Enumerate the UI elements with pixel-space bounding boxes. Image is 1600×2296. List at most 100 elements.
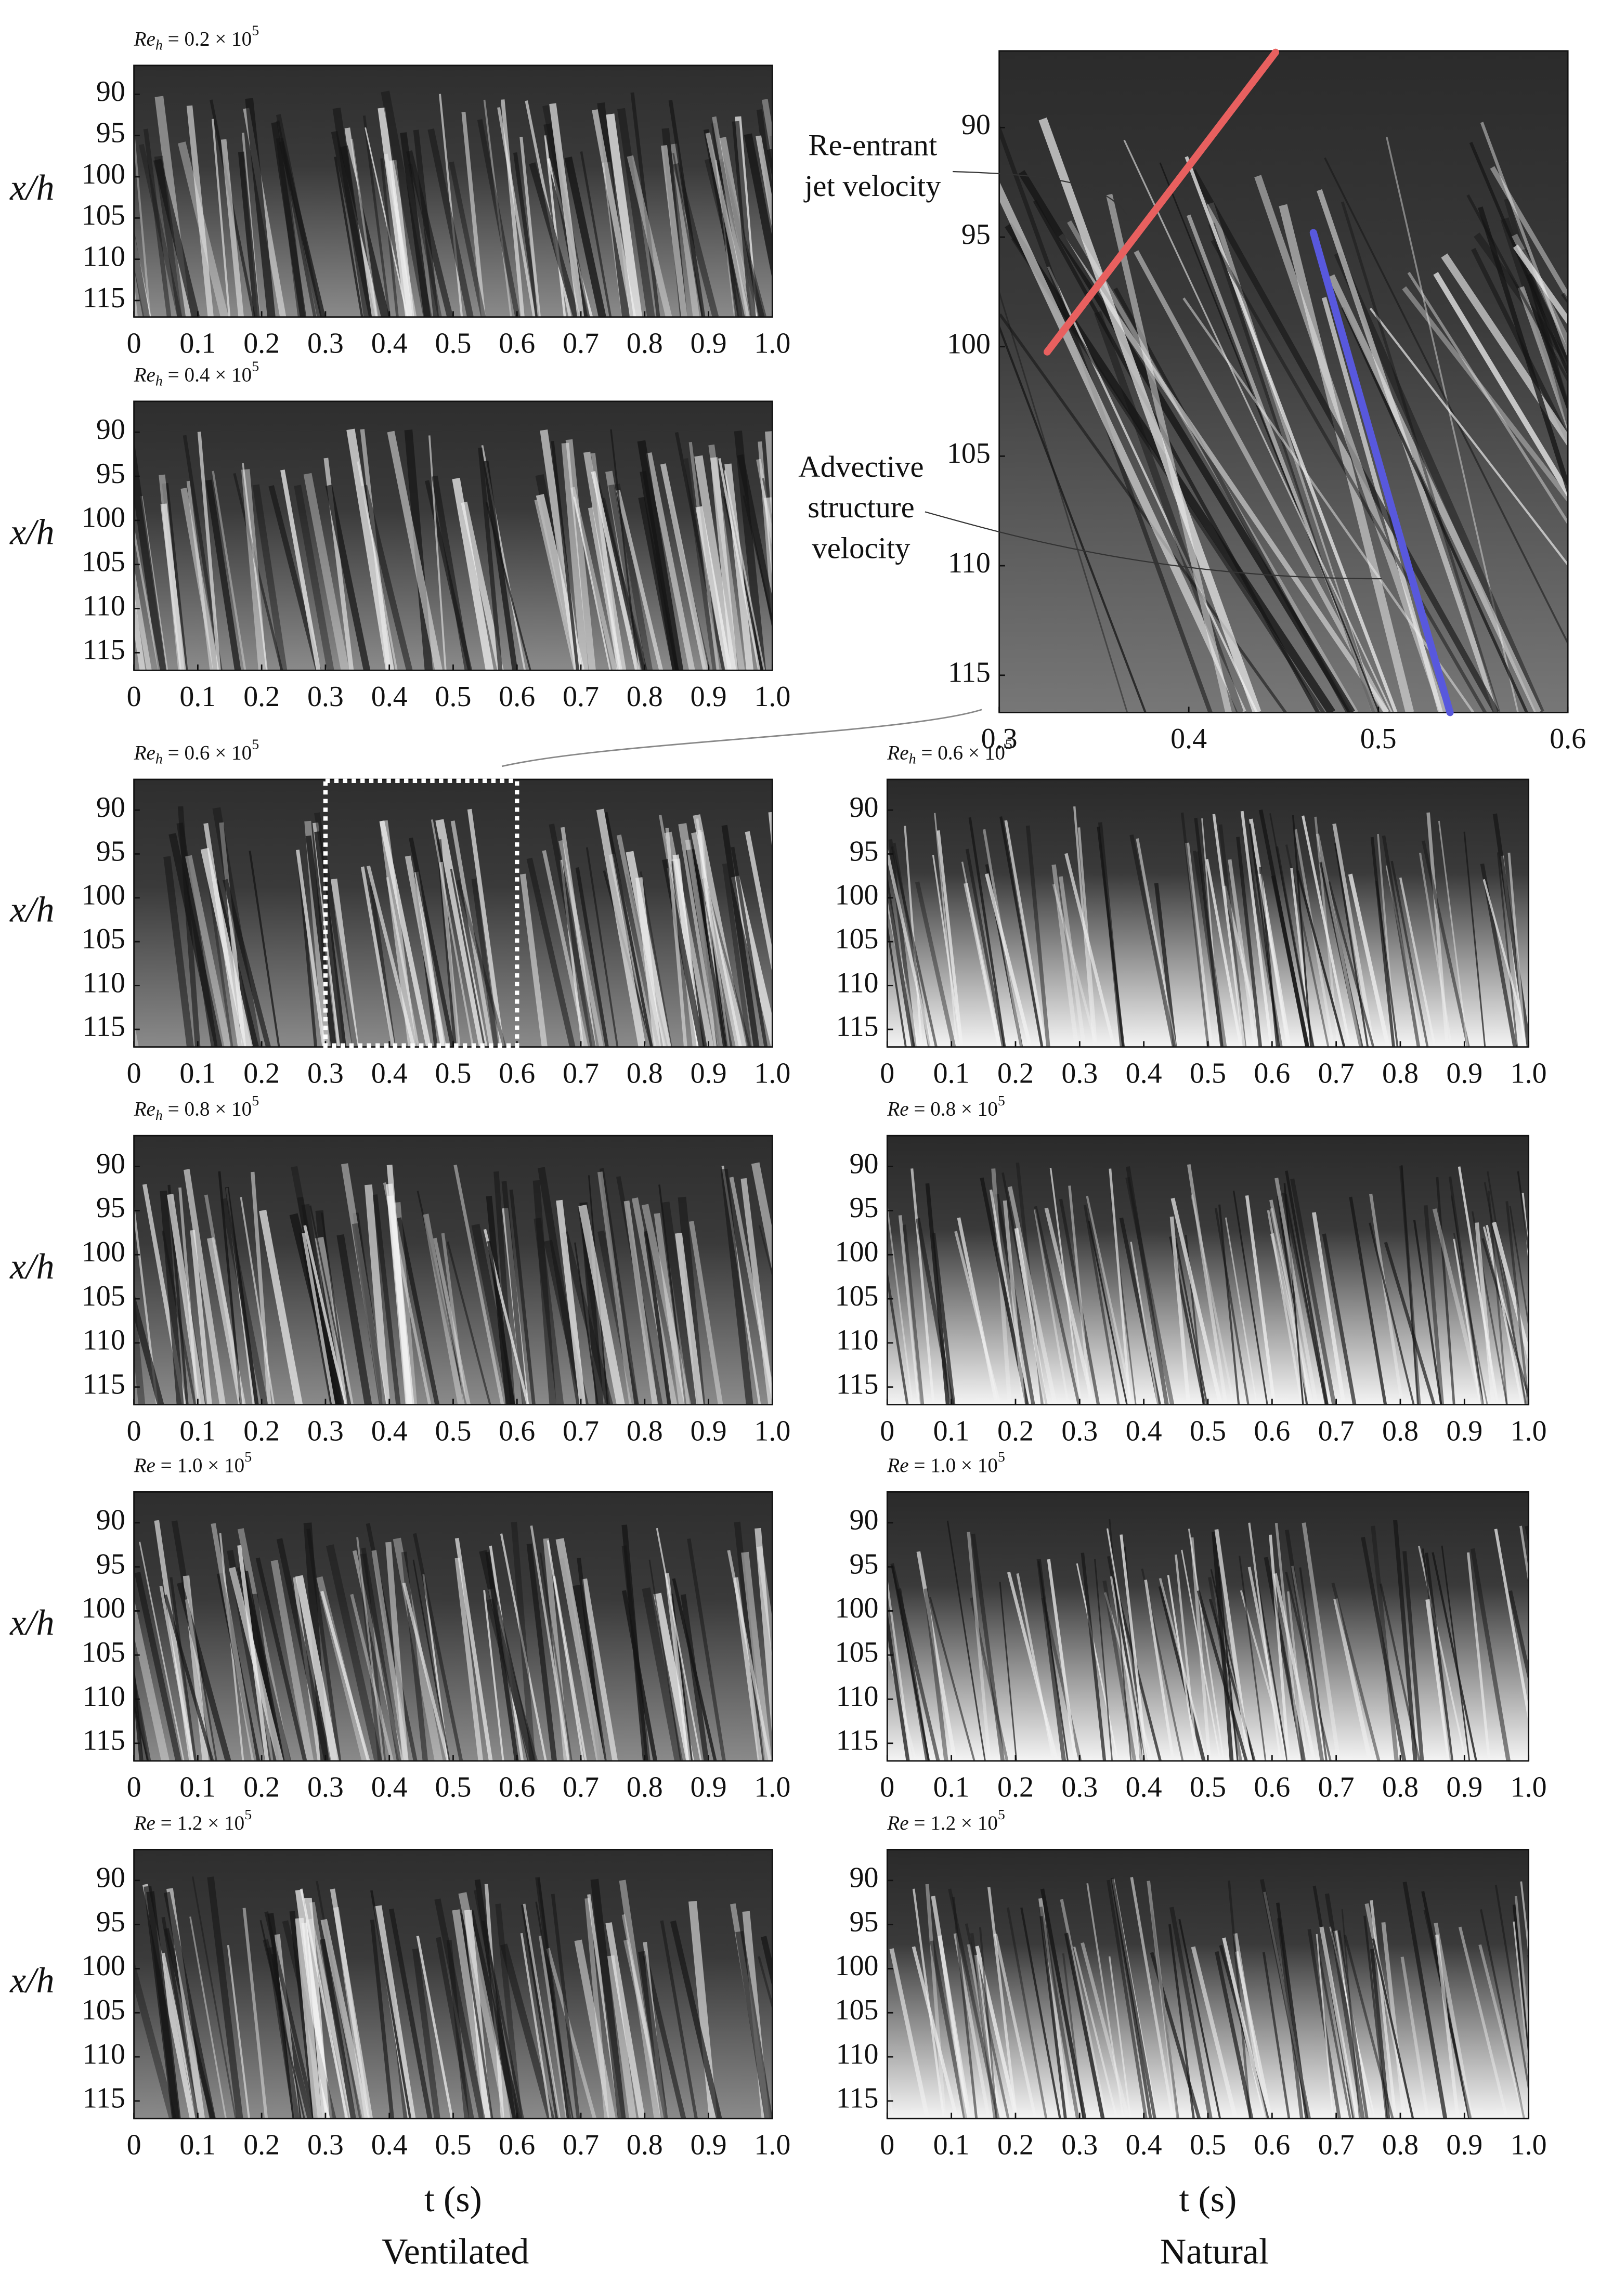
streak xyxy=(251,1171,271,1405)
streak xyxy=(433,1237,471,1405)
streak xyxy=(1123,139,1393,713)
streak xyxy=(1423,1909,1472,2119)
streak xyxy=(1500,217,1568,429)
streak xyxy=(1400,1956,1429,2119)
streak xyxy=(521,1904,560,2119)
y-axis-label: x/h xyxy=(9,1247,54,1287)
panel: 0 0.1 0.2 0.3 0.4 0.5 0.6 0.7 0.8 0.9 1.0 90 95 100 10… xyxy=(835,1807,1547,2220)
y-tick-label: 105 xyxy=(835,1280,879,1312)
title-part: = 0.4 × 10 xyxy=(163,363,252,386)
streak xyxy=(756,135,773,230)
x-tick-label: 0.7 xyxy=(563,1057,599,1089)
streak xyxy=(658,1184,687,1405)
streak xyxy=(1494,1529,1529,1724)
x-tick-label: 0.6 xyxy=(1254,1771,1290,1804)
y-axis-label: x/h xyxy=(9,890,54,930)
streak xyxy=(1279,204,1414,713)
streak xyxy=(519,873,548,1047)
streak xyxy=(1191,1946,1238,2119)
streak xyxy=(987,1887,1018,2119)
streak xyxy=(1110,1877,1156,2119)
streak xyxy=(1232,1190,1268,1405)
streak xyxy=(1040,1888,1087,2119)
x-tick-label: 0.6 xyxy=(1550,723,1586,755)
streak xyxy=(366,865,415,1047)
image-background xyxy=(887,1849,1529,2119)
streak xyxy=(371,1550,409,1761)
streak xyxy=(999,816,1044,1047)
streak xyxy=(1060,1899,1108,2119)
streak xyxy=(1130,1877,1175,2119)
streak xyxy=(756,109,773,231)
streak xyxy=(1168,1924,1195,2119)
streak xyxy=(1478,206,1568,496)
streak xyxy=(1038,1898,1071,2119)
streak xyxy=(432,475,471,671)
streak xyxy=(441,1233,467,1405)
y-tick-label: 100 xyxy=(835,879,879,911)
streak xyxy=(1369,307,1568,567)
streak xyxy=(1369,1222,1415,1405)
streak xyxy=(439,862,461,1047)
streak xyxy=(534,500,577,671)
streak xyxy=(762,99,773,164)
streak xyxy=(764,497,773,582)
streak xyxy=(1311,1212,1346,1405)
x-tick-label: 0.3 xyxy=(307,1057,344,1089)
streak xyxy=(427,128,474,317)
streak xyxy=(586,847,619,1047)
streak xyxy=(1575,245,1600,713)
streak xyxy=(1525,1525,1529,1546)
streak xyxy=(660,1920,698,2119)
streak xyxy=(154,155,186,317)
streak xyxy=(1033,200,1320,713)
streak xyxy=(1524,1558,1529,1588)
title-part: 5 xyxy=(252,359,259,375)
streak xyxy=(1422,840,1470,1047)
space-time-image xyxy=(999,50,1600,713)
x-tick-label: 0.2 xyxy=(243,1771,280,1804)
x-tick-label: 0.5 xyxy=(435,681,472,713)
streak xyxy=(309,1902,350,2119)
streak xyxy=(549,103,584,317)
streak xyxy=(161,1916,199,2119)
streak xyxy=(675,1232,704,1405)
y-tick-label: 90 xyxy=(96,1504,125,1536)
y-tick-label: 110 xyxy=(83,2038,125,2070)
streak xyxy=(186,480,213,671)
x-tick-label: 0.2 xyxy=(243,2129,280,2161)
streak xyxy=(596,808,646,1047)
streak xyxy=(635,877,661,1047)
streak xyxy=(1393,1520,1417,1761)
streak xyxy=(532,1180,556,1405)
y-tick-label: 110 xyxy=(83,1324,125,1356)
streak xyxy=(965,1923,1010,2119)
y-tick-label: 110 xyxy=(836,2038,879,2070)
streak xyxy=(592,109,636,317)
streak xyxy=(511,1521,536,1761)
x-axis-label: t (s) xyxy=(424,2180,482,2220)
streak xyxy=(1267,1210,1304,1405)
streak xyxy=(1399,877,1436,1047)
title-part: Re xyxy=(134,1812,155,1834)
streak xyxy=(665,1573,691,1761)
image-background xyxy=(134,1136,773,1405)
streak xyxy=(1180,812,1210,1047)
streak xyxy=(565,439,596,671)
streak xyxy=(186,105,214,317)
streak xyxy=(1478,1944,1526,2119)
streak xyxy=(1218,1204,1240,1405)
streak xyxy=(220,139,244,317)
x-tick-label: 0.8 xyxy=(627,1771,663,1804)
leader-line xyxy=(953,171,1128,216)
streak xyxy=(1402,1551,1424,1761)
streak xyxy=(744,133,773,280)
streak xyxy=(1212,814,1246,1047)
streak xyxy=(599,1168,639,1405)
streak xyxy=(163,856,194,1047)
streak xyxy=(621,1914,664,2119)
x-tick-label: 0.4 xyxy=(371,2129,408,2161)
streak xyxy=(1334,843,1369,1047)
streak xyxy=(672,153,704,317)
streak xyxy=(1270,1233,1312,1405)
